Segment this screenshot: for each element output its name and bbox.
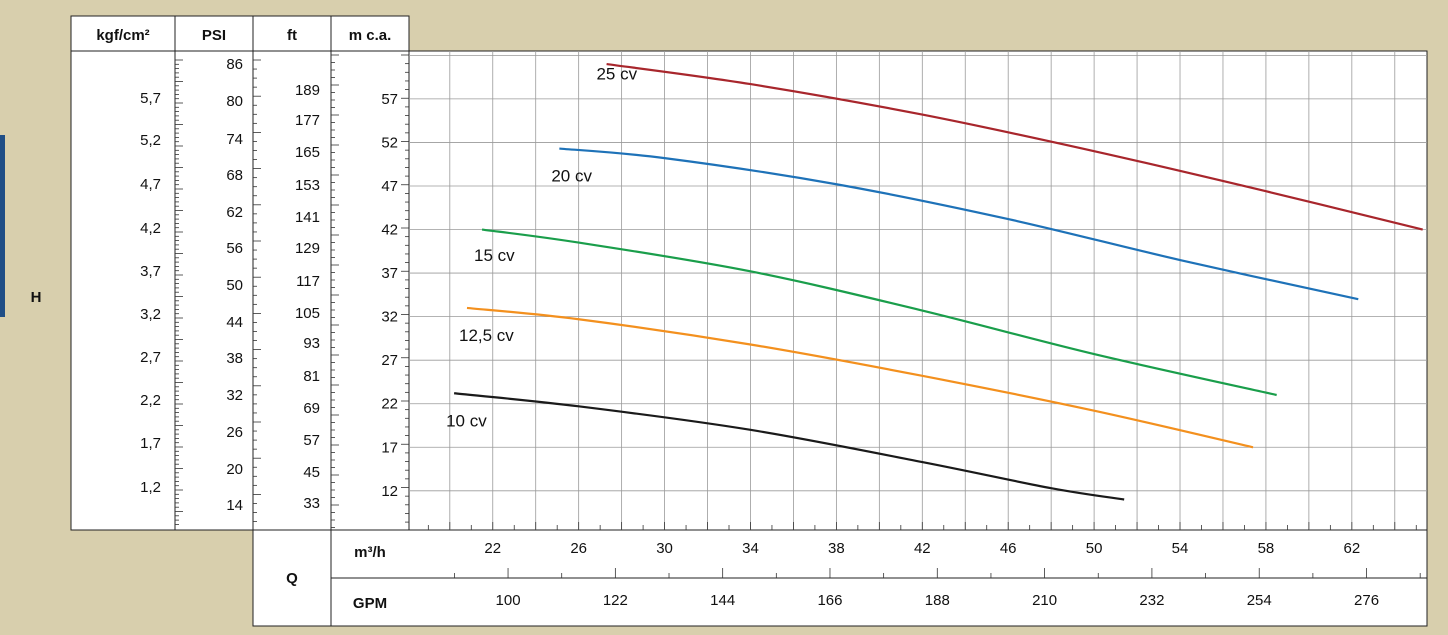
mca-label: 32 — [381, 309, 398, 326]
ft-label: 141 — [295, 209, 320, 226]
header-gpm: GPM — [353, 595, 387, 612]
header-m3h: m³/h — [354, 544, 386, 561]
kgf-label: 3,2 — [140, 306, 161, 323]
kgf-label: 2,2 — [140, 392, 161, 409]
ft-label: 57 — [303, 432, 320, 449]
mca-label: 47 — [381, 178, 398, 195]
m3h-label: 50 — [1086, 540, 1103, 557]
ft-label: 153 — [295, 177, 320, 194]
psi-label: 86 — [226, 56, 243, 73]
ft-label: 69 — [303, 400, 320, 417]
gpm-label: 100 — [496, 592, 521, 609]
kgf-label: 4,7 — [140, 176, 161, 193]
curve-label-0: 25 cv — [596, 65, 637, 84]
curve-series-4 — [453, 392, 1125, 501]
m3h-label: 46 — [1000, 540, 1017, 557]
curve-series-0 — [606, 62, 1423, 231]
psi-label: 14 — [226, 497, 243, 514]
psi-label: 50 — [226, 277, 243, 294]
ft-label: 129 — [295, 240, 320, 257]
ft-label: 165 — [295, 144, 320, 161]
curve-series-3 — [466, 306, 1254, 449]
mca-label: 27 — [381, 352, 398, 369]
ft-label: 45 — [303, 464, 320, 481]
psi-label: 44 — [226, 314, 243, 331]
curve-series-1 — [559, 147, 1359, 301]
gpm-label: 166 — [817, 592, 842, 609]
gpm-label: 210 — [1032, 592, 1057, 609]
mca-label: 17 — [381, 439, 398, 456]
ft-label: 189 — [295, 82, 320, 99]
m3h-label: 34 — [742, 540, 759, 557]
m3h-label: 42 — [914, 540, 931, 557]
header-psi: PSI — [202, 27, 226, 44]
kgf-label: 3,7 — [140, 263, 161, 280]
ft-label: 105 — [295, 305, 320, 322]
ft-label: 33 — [303, 495, 320, 512]
gpm-label: 122 — [603, 592, 628, 609]
axis-label-q: Q — [286, 570, 298, 587]
kgf-label: 5,7 — [140, 90, 161, 107]
mca-label: 57 — [381, 91, 398, 108]
kgf-label: 1,2 — [140, 479, 161, 496]
header-kgf: kgf/cm² — [96, 27, 149, 44]
m3h-label: 54 — [1172, 540, 1189, 557]
kgf-label: 5,2 — [140, 132, 161, 149]
ft-label: 93 — [303, 335, 320, 352]
side-accent-bar — [0, 135, 5, 317]
m3h-label: 26 — [570, 540, 587, 557]
curve-label-2: 15 cv — [474, 246, 515, 265]
kgf-label: 4,2 — [140, 220, 161, 237]
ft-label: 117 — [296, 273, 320, 290]
gpm-label: 254 — [1247, 592, 1272, 609]
psi-label: 20 — [226, 461, 243, 478]
psi-label: 74 — [226, 131, 243, 148]
header-mca: m c.a. — [349, 27, 392, 44]
curve-label-4: 10 cv — [446, 411, 487, 430]
m3h-label: 62 — [1343, 540, 1360, 557]
m3h-label: 38 — [828, 540, 845, 557]
m3h-label: 22 — [484, 540, 501, 557]
psi-label: 38 — [226, 350, 243, 367]
mca-label: 22 — [381, 396, 398, 413]
ft-label: 177 — [295, 112, 320, 129]
m3h-label: 58 — [1258, 540, 1275, 557]
psi-label: 62 — [226, 204, 243, 221]
mca-label: 12 — [381, 483, 398, 500]
gpm-label: 188 — [925, 592, 950, 609]
psi-label: 26 — [226, 424, 243, 441]
mca-label: 52 — [381, 134, 398, 151]
plot-area — [408, 50, 1428, 531]
kgf-label: 1,7 — [140, 435, 161, 452]
psi-label: 80 — [226, 93, 243, 110]
axis-label-h: H — [31, 289, 42, 306]
psi-label: 32 — [226, 387, 243, 404]
header-ft: ft — [287, 27, 297, 44]
m3h-label: 30 — [656, 540, 673, 557]
kgf-label: 2,7 — [140, 349, 161, 366]
curve-series-2 — [481, 228, 1277, 397]
psi-label: 56 — [226, 240, 243, 257]
gpm-label: 276 — [1354, 592, 1379, 609]
curve-label-3: 12,5 cv — [459, 326, 514, 345]
psi-label: 68 — [226, 167, 243, 184]
curve-label-1: 20 cv — [551, 167, 592, 186]
gpm-label: 232 — [1139, 592, 1164, 609]
mca-label: 37 — [381, 265, 398, 282]
scale-panel — [70, 15, 410, 531]
gpm-label: 144 — [710, 592, 735, 609]
mca-label: 42 — [381, 222, 398, 239]
ft-label: 81 — [303, 368, 320, 385]
